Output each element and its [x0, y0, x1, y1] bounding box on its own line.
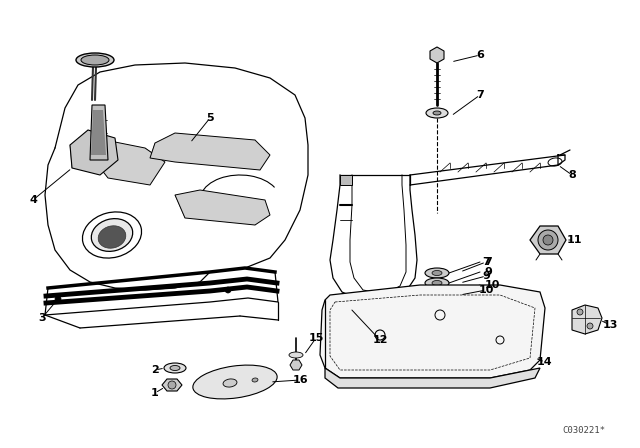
Ellipse shape — [289, 352, 303, 358]
Ellipse shape — [164, 363, 186, 373]
Text: 13: 13 — [602, 320, 618, 330]
Circle shape — [577, 309, 583, 315]
Ellipse shape — [98, 226, 126, 248]
Polygon shape — [340, 175, 352, 185]
Polygon shape — [290, 360, 302, 370]
Circle shape — [538, 230, 558, 250]
Text: 15: 15 — [308, 333, 324, 343]
Text: 9: 9 — [484, 267, 492, 277]
Ellipse shape — [252, 378, 258, 382]
Text: 4: 4 — [29, 195, 37, 205]
Ellipse shape — [332, 317, 340, 323]
Ellipse shape — [432, 293, 442, 297]
Polygon shape — [90, 105, 108, 160]
Ellipse shape — [425, 290, 449, 300]
Ellipse shape — [193, 365, 277, 399]
Text: 10: 10 — [478, 285, 493, 295]
Ellipse shape — [81, 55, 109, 65]
Polygon shape — [150, 133, 270, 170]
Polygon shape — [70, 130, 118, 175]
Ellipse shape — [92, 219, 132, 251]
Text: 7: 7 — [482, 257, 490, 267]
Text: 8: 8 — [568, 170, 576, 180]
Ellipse shape — [425, 268, 449, 278]
Text: 3: 3 — [38, 313, 46, 323]
Text: 10: 10 — [484, 280, 500, 290]
Polygon shape — [430, 47, 444, 63]
Text: 2: 2 — [151, 365, 159, 375]
Polygon shape — [162, 379, 182, 391]
Text: 9: 9 — [482, 271, 490, 281]
Circle shape — [168, 381, 176, 389]
Text: 11: 11 — [566, 235, 582, 245]
Text: 14: 14 — [537, 357, 553, 367]
Circle shape — [543, 235, 553, 245]
Ellipse shape — [76, 53, 114, 67]
Circle shape — [587, 323, 593, 329]
Text: 7: 7 — [476, 90, 484, 100]
Text: 6: 6 — [476, 50, 484, 60]
Text: 12: 12 — [372, 335, 388, 345]
Polygon shape — [91, 110, 106, 155]
Polygon shape — [530, 226, 566, 254]
Text: 1: 1 — [151, 388, 159, 398]
Text: C030221*: C030221* — [562, 426, 605, 435]
Polygon shape — [175, 190, 270, 225]
Polygon shape — [325, 368, 540, 388]
Ellipse shape — [432, 280, 442, 285]
Ellipse shape — [223, 379, 237, 387]
Polygon shape — [90, 140, 165, 185]
Ellipse shape — [433, 111, 441, 115]
Ellipse shape — [425, 278, 449, 288]
Polygon shape — [572, 305, 602, 334]
Circle shape — [55, 296, 61, 302]
Text: 5: 5 — [206, 113, 214, 123]
Ellipse shape — [170, 366, 180, 370]
Ellipse shape — [426, 108, 448, 118]
Text: 7: 7 — [484, 257, 492, 267]
Ellipse shape — [432, 271, 442, 276]
Circle shape — [225, 287, 231, 293]
Text: 16: 16 — [292, 375, 308, 385]
Polygon shape — [320, 285, 545, 378]
